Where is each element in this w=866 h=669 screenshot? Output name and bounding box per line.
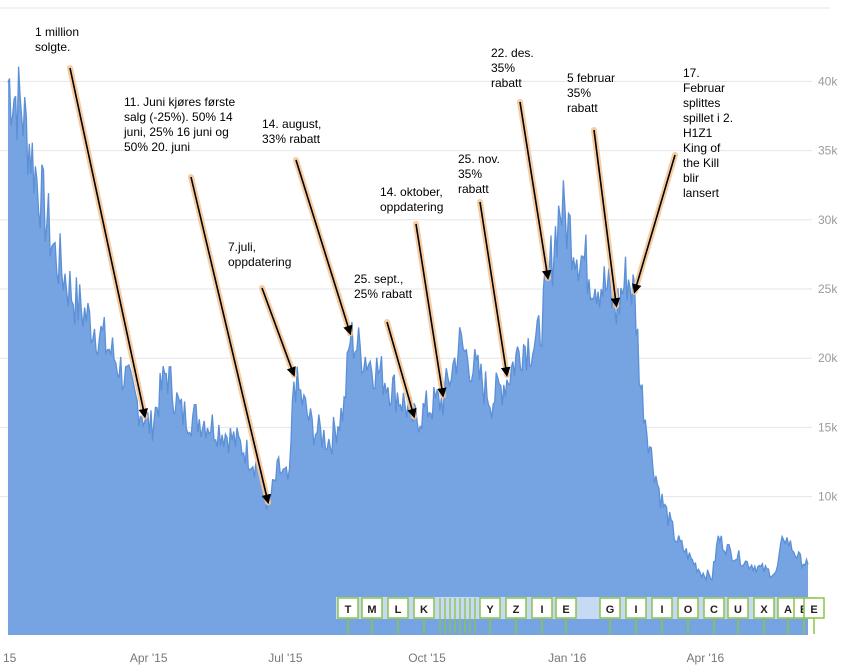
annotation-arrow bbox=[261, 287, 296, 377]
x-tick-label: Apr '16 bbox=[687, 651, 725, 665]
annotation-text: 11. Juni kjøres første salg (-25%). 50% 1… bbox=[123, 95, 235, 154]
annotations: 1 million solgte. 11. Juni kjøres første sa… bbox=[35, 25, 733, 506]
annotation-arrow bbox=[479, 201, 511, 377]
event-marker-label: I bbox=[540, 604, 543, 616]
event-marker-label: E bbox=[562, 604, 569, 616]
annotation-arrow bbox=[415, 223, 447, 398]
x-tick-label: Jan '16 bbox=[548, 651, 587, 665]
y-tick-label: 25k bbox=[818, 282, 838, 296]
event-marker-label: U bbox=[734, 604, 742, 616]
event-marker-label: M bbox=[367, 604, 376, 616]
event-marker-label: K bbox=[420, 604, 428, 616]
event-marker-label: I bbox=[660, 604, 663, 616]
event-markers[interactable]: TMLKYZIEGIIOCUXABE bbox=[336, 597, 825, 634]
y-tick-label: 20k bbox=[818, 351, 838, 365]
annotation-arrow bbox=[519, 101, 552, 280]
annotation-text: 25. sept., 25% rabatt bbox=[354, 272, 413, 301]
annotation-text: 14. oktober, oppdatering bbox=[380, 185, 443, 214]
event-marker-label: Y bbox=[486, 604, 494, 616]
event-marker-label: A bbox=[784, 604, 792, 616]
annotation-text: 22. des. 35% rabatt bbox=[491, 46, 534, 90]
event-marker-label: I bbox=[634, 604, 637, 616]
y-tick-label: 40k bbox=[818, 74, 838, 88]
annotation-arrow bbox=[69, 67, 148, 419]
x-axis: 15 Apr '15 Jul '15 Oct '15 Jan '16 Apr '16 bbox=[3, 651, 725, 665]
annotation-text: 17. Februar splittes spillet i 2. H1Z1 King o… bbox=[683, 66, 733, 200]
annotation-arrow bbox=[632, 154, 676, 294]
annotation-arrow bbox=[386, 321, 417, 419]
annotation-text: 14. august, 33% rabatt bbox=[262, 117, 321, 146]
event-marker-label: O bbox=[684, 604, 693, 616]
event-marker-label: E bbox=[810, 604, 817, 616]
y-axis: 10k 15k 20k 25k 30k 35k 40k bbox=[818, 74, 838, 503]
annotation-text: 5 februar 35% rabatt bbox=[567, 71, 615, 115]
x-tick-label: 15 bbox=[3, 651, 17, 665]
annotation-arrow bbox=[190, 176, 271, 505]
annotation-text: 1 million solgte. bbox=[35, 25, 79, 54]
annotation-text: 25. nov. 35% rabatt bbox=[458, 152, 500, 196]
series-area bbox=[8, 66, 808, 636]
event-marker-label: L bbox=[395, 604, 402, 616]
event-marker-label: Z bbox=[513, 604, 520, 616]
x-tick-label: Jul '15 bbox=[268, 651, 303, 665]
event-marker-label: C bbox=[710, 604, 718, 616]
event-marker-label: G bbox=[606, 604, 615, 616]
event-marker-label: T bbox=[345, 604, 352, 616]
annotation-arrow bbox=[295, 159, 353, 336]
y-tick-label: 30k bbox=[818, 213, 838, 227]
x-tick-label: Oct '15 bbox=[408, 651, 446, 665]
y-tick-label: 10k bbox=[818, 490, 838, 504]
annotation-text: 7.juli, oppdatering bbox=[228, 240, 291, 269]
annotation-arrow bbox=[593, 129, 621, 308]
y-tick-label: 35k bbox=[818, 144, 838, 158]
x-tick-label: Apr '15 bbox=[130, 651, 168, 665]
event-marker-label: X bbox=[760, 604, 768, 616]
y-tick-label: 15k bbox=[818, 420, 838, 434]
